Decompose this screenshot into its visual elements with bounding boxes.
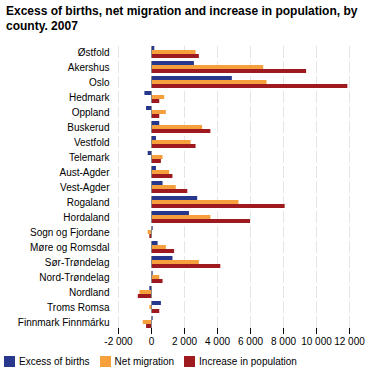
svg-text:Akershus: Akershus [68, 62, 110, 73]
html-text:Net migration: Net migration [114, 356, 175, 367]
svg-text:Vest-Agder: Vest-Agder [60, 182, 110, 193]
svg-text:Hedmark: Hedmark [69, 92, 111, 103]
svg-text:Telemark: Telemark [69, 152, 111, 163]
svg-text:Østfold: Østfold [78, 47, 110, 58]
svg-text:Oppland: Oppland [72, 107, 110, 118]
svg-text:8 000: 8 000 [271, 336, 296, 347]
svg-text:Finnmark Finnmárku: Finnmark Finnmárku [18, 317, 110, 328]
html-text:Increase in population: Increase in population [199, 356, 297, 367]
svg-text:Oslo: Oslo [89, 77, 110, 88]
html-text:Excess of births: Excess of births [19, 356, 90, 367]
svg-text:12 000: 12 000 [334, 336, 365, 347]
svg-text:6 000: 6 000 [238, 336, 263, 347]
svg-text:2 000: 2 000 [172, 336, 197, 347]
svg-text:Aust-Agder: Aust-Agder [59, 167, 110, 178]
svg-text:Nord-Trøndelag: Nord-Trøndelag [39, 272, 109, 283]
svg-text:0: 0 [149, 336, 155, 347]
svg-text:Møre og Romsdal: Møre og Romsdal [30, 242, 109, 253]
svg-text:Buskerud: Buskerud [67, 122, 109, 133]
svg-text:Vestfold: Vestfold [74, 137, 110, 148]
svg-text:Sør-Trøndelag: Sør-Trøndelag [45, 257, 110, 268]
svg-text:Hordaland: Hordaland [63, 212, 109, 223]
svg-text:10 000: 10 000 [301, 336, 332, 347]
svg-text:4 000: 4 000 [205, 336, 230, 347]
svg-text:Rogaland: Rogaland [67, 197, 110, 208]
html-text:Excess of births, net migratio: Excess of births, net migration and incr… [6, 4, 358, 33]
svg-text:Troms Romsa: Troms Romsa [47, 302, 110, 313]
svg-text:-2 000: -2 000 [104, 336, 133, 347]
svg-text:Nordland: Nordland [69, 287, 110, 298]
svg-text:Sogn og Fjordane: Sogn og Fjordane [30, 227, 110, 238]
